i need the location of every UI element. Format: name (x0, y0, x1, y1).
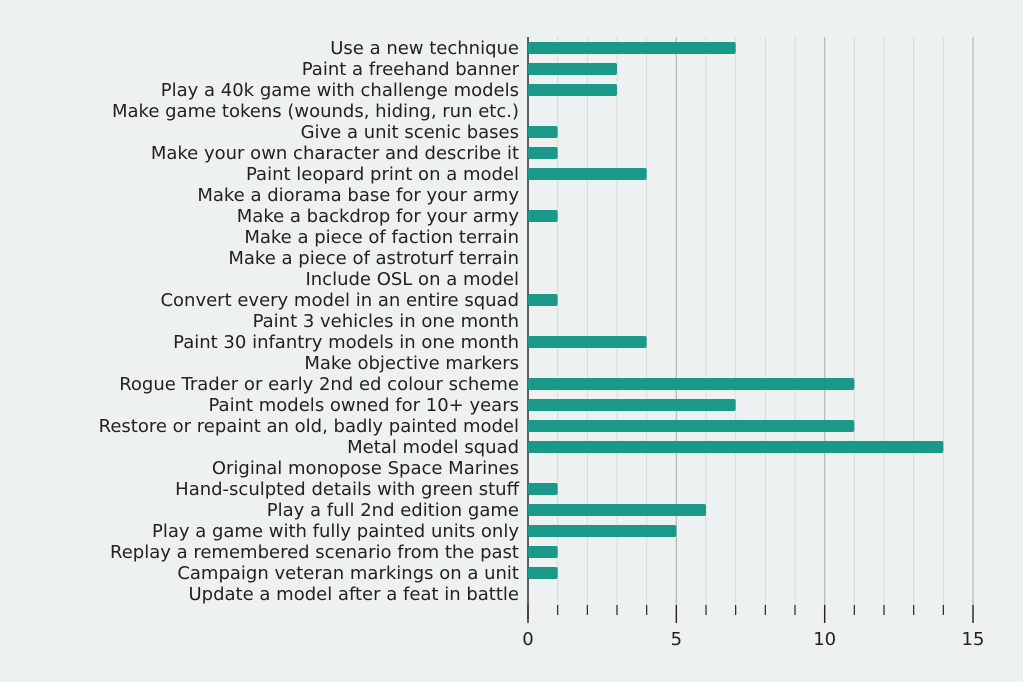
category-label: Paint a freehand banner (302, 59, 520, 80)
bar (528, 483, 558, 495)
category-label: Metal model squad (347, 437, 519, 458)
x-tick-label: 5 (671, 629, 682, 650)
category-label: Play a full 2nd edition game (267, 500, 519, 521)
bar (528, 399, 736, 411)
category-label: Convert every model in an entire squad (160, 290, 519, 311)
bar (528, 84, 617, 96)
x-tick-label: 10 (813, 629, 836, 650)
bar (528, 63, 617, 75)
category-label: Paint models owned for 10+ years (209, 395, 520, 416)
category-label: Original monopose Space Marines (212, 458, 519, 479)
category-label: Use a new technique (330, 38, 519, 59)
category-label: Restore or repaint an old, badly painted… (99, 416, 519, 437)
bar (528, 567, 558, 579)
bar (528, 378, 855, 390)
category-label: Play a game with fully painted units onl… (152, 521, 519, 542)
category-label: Hand-sculpted details with green stuff (175, 479, 519, 500)
bar (528, 336, 647, 348)
bar (528, 546, 558, 558)
x-tick-label: 15 (962, 629, 985, 650)
category-label: Give a unit scenic bases (301, 122, 519, 143)
bar (528, 420, 855, 432)
bar (528, 294, 558, 306)
category-label: Campaign veteran markings on a unit (177, 563, 519, 584)
category-label: Paint 3 vehicles in one month (253, 311, 519, 332)
category-label: Make a piece of astroturf terrain (228, 248, 519, 269)
bar (528, 525, 677, 537)
x-tick-label: 0 (522, 629, 533, 650)
category-label: Rogue Trader or early 2nd ed colour sche… (119, 374, 519, 395)
bar (528, 126, 558, 138)
bar (528, 168, 647, 180)
category-label: Paint 30 infantry models in one month (173, 332, 519, 353)
category-label: Make a diorama base for your army (197, 185, 519, 206)
category-label: Make objective markers (304, 353, 519, 374)
bar (528, 504, 706, 516)
category-label: Replay a remembered scenario from the pa… (110, 542, 519, 563)
category-label: Make a piece of faction terrain (244, 227, 519, 248)
category-label: Make game tokens (wounds, hiding, run et… (112, 101, 519, 122)
bar (528, 42, 736, 54)
category-label: Make your own character and describe it (151, 143, 519, 164)
bar (528, 210, 558, 222)
category-label: Paint leopard print on a model (246, 164, 519, 185)
category-label: Make a backdrop for your army (237, 206, 520, 227)
category-label: Update a model after a feat in battle (189, 584, 520, 605)
bar (528, 441, 944, 453)
category-label: Include OSL on a model (305, 269, 519, 290)
category-label: Play a 40k game with challenge models (161, 80, 519, 101)
bar (528, 147, 558, 159)
